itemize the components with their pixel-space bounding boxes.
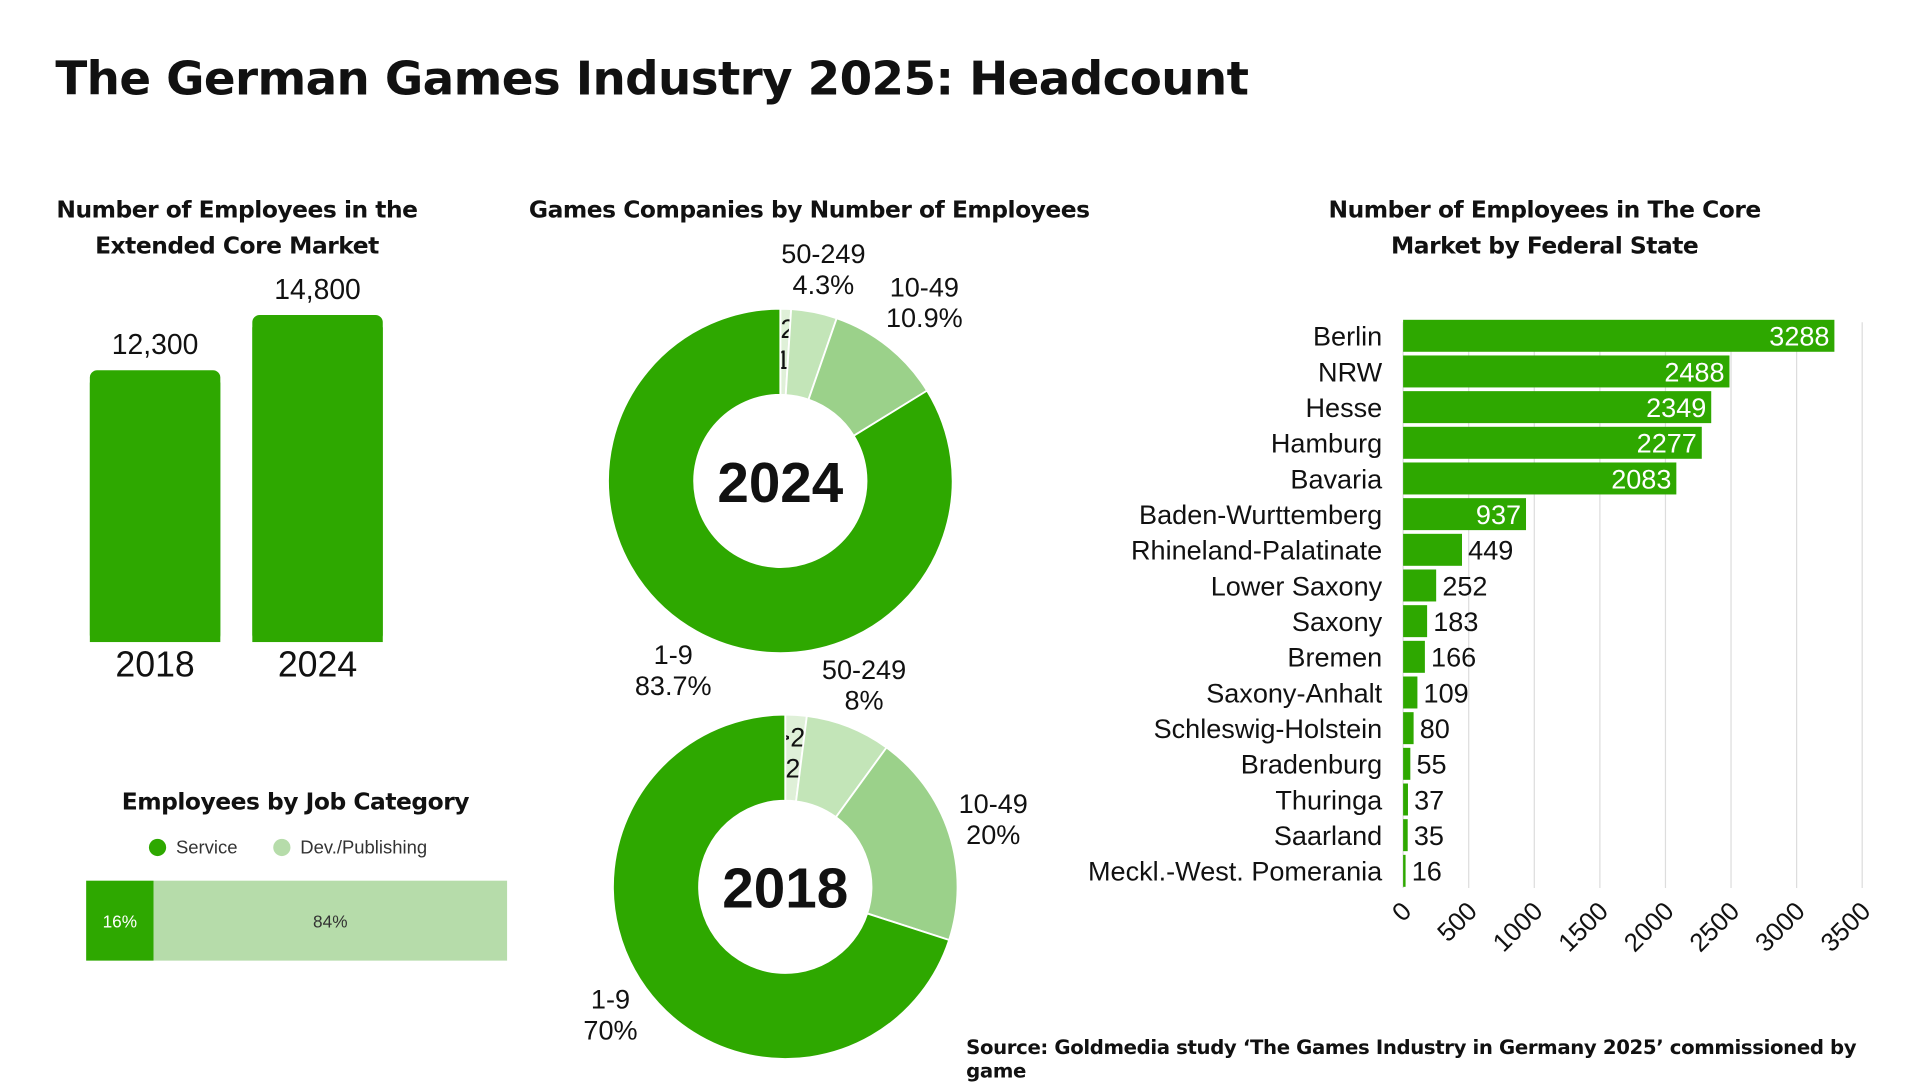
state-value-label: 166	[1431, 643, 1476, 673]
bar-2024-base	[252, 327, 383, 643]
state-bar-NRW	[1403, 355, 1730, 388]
state-bar-Hamburg	[1403, 426, 1702, 459]
x-tick-label: 500	[1432, 897, 1482, 947]
federal-state-title: Number of Employees in The Core Market b…	[1328, 196, 1762, 260]
state-label: Thuringa	[1275, 785, 1383, 815]
donut-center-year: 2018	[722, 857, 848, 920]
donut-slice-1-9	[607, 307, 954, 654]
donut-label: 1-9	[591, 985, 630, 1015]
state-value-label: 37	[1414, 785, 1444, 815]
source-note: Source: Goldmedia study ‘The Games Indus…	[966, 1035, 1857, 1082]
donut-label: 50-249	[781, 239, 865, 269]
donut-percent: 20%	[966, 820, 1020, 850]
donut-percent: 8%	[844, 686, 883, 716]
x-tick-label: 1500	[1553, 897, 1613, 957]
state-bar-Thuringa	[1403, 783, 1408, 816]
state-label: Saxony	[1292, 607, 1383, 637]
x-tick-label: 3000	[1750, 897, 1810, 957]
state-label: Bavaria	[1290, 464, 1383, 494]
state-bar-Hesse	[1403, 391, 1712, 424]
donut-slice-10-49	[834, 746, 959, 942]
companies-title: Games Companies by Number of Employees	[528, 196, 1090, 224]
state-label: Baden-Wurttemberg	[1139, 500, 1382, 530]
state-label: Rhineland-Palatinate	[1131, 536, 1382, 566]
state-value-label: 80	[1420, 714, 1450, 744]
state-value-label: 937	[1476, 500, 1521, 530]
x-tick-label: 3500	[1816, 897, 1876, 957]
donut-percent: 10.9%	[886, 303, 963, 333]
state-value-label: 16	[1412, 857, 1442, 887]
donut-label: 50-249	[822, 655, 906, 685]
state-bar-Meckl.-West. Pomerania	[1403, 854, 1406, 887]
state-bar-Baden-Wurttemberg	[1403, 498, 1527, 531]
donut-percent: 4.3%	[793, 270, 855, 300]
segment-label: 16%	[103, 911, 137, 931]
state-bar-Bremen	[1403, 640, 1425, 673]
state-label: Meckl.-West. Pomerania	[1088, 857, 1383, 887]
state-label: NRW	[1318, 357, 1383, 387]
state-label: Saxony-Anhalt	[1206, 678, 1382, 708]
state-value-label: 3288	[1769, 322, 1829, 352]
state-bar-Berlin	[1403, 319, 1835, 352]
state-label: Berlin	[1313, 322, 1382, 352]
state-bar-Bavaria	[1403, 462, 1677, 495]
state-value-label: 2277	[1637, 429, 1697, 459]
state-bar-Lower Saxony	[1403, 569, 1437, 602]
legend-marker-icon	[273, 838, 291, 857]
state-label: Saarland	[1274, 821, 1382, 851]
x-tick-label: 2000	[1619, 897, 1679, 957]
state-bar-Saxony	[1403, 605, 1428, 638]
donut-center-year: 2024	[717, 451, 843, 514]
state-bar-Saxony-Anhalt	[1403, 676, 1418, 709]
state-value-label: 449	[1468, 536, 1513, 566]
state-bar-Rhineland-Palatinate	[1403, 533, 1463, 566]
state-label: Hamburg	[1271, 429, 1382, 459]
state-label: Bremen	[1287, 643, 1382, 673]
legend-label: Service	[176, 837, 238, 858]
state-label: Hesse	[1305, 393, 1382, 423]
state-value-label: 35	[1414, 821, 1444, 851]
legend-label: Dev./Publishing	[300, 837, 427, 858]
state-label: Schleswig-Holstein	[1154, 714, 1383, 744]
extended-core-title: Number of Employees in the Extended Core…	[56, 196, 418, 260]
donut-percent: 83.7%	[635, 671, 712, 701]
state-value-label: 2083	[1611, 464, 1671, 494]
state-value-label: 55	[1416, 750, 1446, 780]
job-category-title: Employees by Job Category	[121, 788, 470, 816]
state-value-label: 252	[1442, 571, 1487, 601]
donut-label: 10-49	[959, 789, 1028, 819]
state-bar-Saarland	[1403, 819, 1408, 852]
bar-category-label: 2018	[115, 645, 194, 685]
x-tick-label: 0	[1387, 897, 1417, 927]
state-bar-Bradenburg	[1403, 747, 1411, 780]
donut-label: 1-9	[654, 640, 693, 670]
state-bar-Schleswig-Holstein	[1403, 712, 1414, 745]
x-tick-label: 1000	[1488, 897, 1548, 957]
donut-label: 10-49	[890, 272, 959, 302]
bar-2018-base	[89, 382, 221, 643]
donut-percent: 70%	[583, 1015, 637, 1045]
bar-value-label: 14,800	[274, 273, 361, 305]
stacked-segment-Service	[86, 880, 154, 961]
bar-category-label: 2024	[278, 645, 357, 685]
state-value-label: 109	[1424, 678, 1469, 708]
state-value-label: 183	[1433, 607, 1478, 637]
bar-value-label: 12,300	[112, 328, 199, 360]
x-tick-label: 2500	[1685, 897, 1745, 957]
stacked-segment-Dev./Publishing	[153, 880, 508, 961]
legend-marker-icon	[148, 838, 167, 857]
state-label: Lower Saxony	[1211, 571, 1383, 601]
state-value-label: 2488	[1664, 357, 1724, 387]
page-title: The German Games Industry 2025: Headcoun…	[55, 51, 1249, 106]
segment-label: 84%	[313, 911, 347, 931]
state-value-label: 2349	[1646, 393, 1706, 423]
state-label: Bradenburg	[1241, 750, 1382, 780]
donut-slice-1-9	[612, 713, 951, 1060]
